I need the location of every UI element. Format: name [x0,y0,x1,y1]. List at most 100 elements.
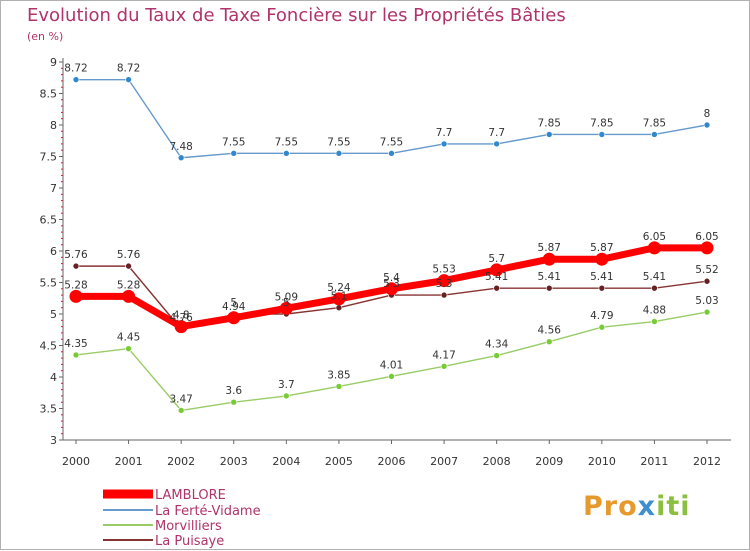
y-tick-label: 9 [50,56,57,69]
data-point [335,304,343,312]
y-tick-label: 8 [50,119,57,132]
data-label: 5.3 [383,278,400,290]
data-point [335,150,343,157]
data-label: 5.3 [436,278,453,290]
data-point [703,308,711,316]
data-point [651,131,658,138]
data-point [385,282,398,296]
data-label: 7.55 [380,136,403,148]
data-point [72,351,80,359]
data-label: 7.85 [643,117,666,129]
data-label: 4.35 [64,338,87,350]
x-tick-label: 2000 [62,455,90,468]
data-point [125,345,132,352]
data-point [440,140,448,148]
data-point [283,392,290,400]
data-label: 4.34 [485,339,509,351]
data-label: 8.72 [64,63,87,75]
data-label: 5.1 [331,291,348,303]
data-point [125,262,132,270]
data-point [493,284,500,292]
data-point [122,289,136,303]
data-label: 6.05 [643,231,666,243]
data-label: 5 [230,297,237,309]
data-point [595,252,609,266]
data-point [598,284,606,292]
data-point [490,263,504,277]
data-label: 4.45 [117,332,140,344]
data-point [545,284,553,292]
data-label: 5.03 [695,295,718,307]
x-tick-label: 2008 [483,455,511,468]
data-point [125,76,132,83]
x-tick-label: 2003 [220,455,248,468]
data-label: 7.55 [222,136,245,148]
data-point [598,323,606,331]
x-tick-label: 2010 [588,455,616,468]
data-label: 8.72 [117,63,140,75]
x-tick-label: 2004 [272,455,300,468]
data-label: 5.52 [695,264,718,276]
chart-title: Evolution du Taux de Taxe Foncière sur l… [27,5,566,26]
data-label: 5.41 [643,271,666,283]
data-point [72,262,80,270]
data-label: 7.85 [538,117,561,129]
legend-entry: La Puisaye [155,534,224,549]
data-label: 5.41 [590,271,613,283]
data-point [227,311,241,325]
y-tick-label: 3.5 [40,403,58,416]
data-label: 5.76 [117,249,141,261]
data-label: 4.8 [173,310,190,322]
data-label: 7.85 [590,117,613,129]
data-point [651,284,658,292]
data-label: 5.28 [64,279,87,291]
data-label: 5.24 [327,282,351,294]
y-tick-label: 6.5 [40,214,58,227]
y-tick-label: 5.5 [40,277,58,290]
data-label: 5.76 [64,249,88,261]
logo-part-2: x [637,491,657,522]
y-tick-label: 6 [50,245,57,258]
data-label: 3.47 [169,393,192,405]
x-tick-label: 2009 [535,455,563,468]
data-point [703,277,711,285]
data-point [440,291,448,299]
data-label: 7.55 [275,136,298,148]
data-point [177,407,185,414]
data-label: 5.87 [538,242,561,254]
proxiti-logo: Proxiti [583,491,691,522]
data-point [700,241,714,255]
x-tick-label: 2007 [430,455,458,468]
data-point [651,318,658,325]
data-label: 3.6 [225,385,242,397]
y-axis-unit-label: (en %) [27,30,64,43]
data-point [335,383,343,390]
legend-entry: Morvilliers [155,519,222,534]
data-label: 5.7 [488,253,505,265]
logo-part-3: iti [656,491,691,522]
data-point [283,150,290,157]
y-tick-label: 8.5 [40,88,58,101]
data-point [703,121,711,129]
x-tick-label: 2002 [167,455,195,468]
data-point [72,76,80,83]
y-tick-label: 4 [50,371,57,384]
data-label: 3.7 [278,379,295,391]
data-point [440,362,448,370]
data-point [542,252,556,266]
data-label: 7.48 [169,141,192,153]
data-point [545,131,553,138]
logo-part-1: Pro [583,491,638,522]
legend-entry: La Ferté-Vidame [155,504,261,519]
x-tick-label: 2006 [378,455,406,468]
data-label: 5.53 [432,264,455,276]
data-label: 7.7 [436,127,453,139]
data-label: 5 [283,297,290,309]
legend-entry: LAMBLORE [155,488,226,503]
data-label: 5.28 [117,279,140,291]
data-label: 5.87 [590,242,613,254]
data-label: 3.85 [327,369,350,381]
y-tick-label: 5 [50,308,57,321]
data-point [493,140,500,148]
